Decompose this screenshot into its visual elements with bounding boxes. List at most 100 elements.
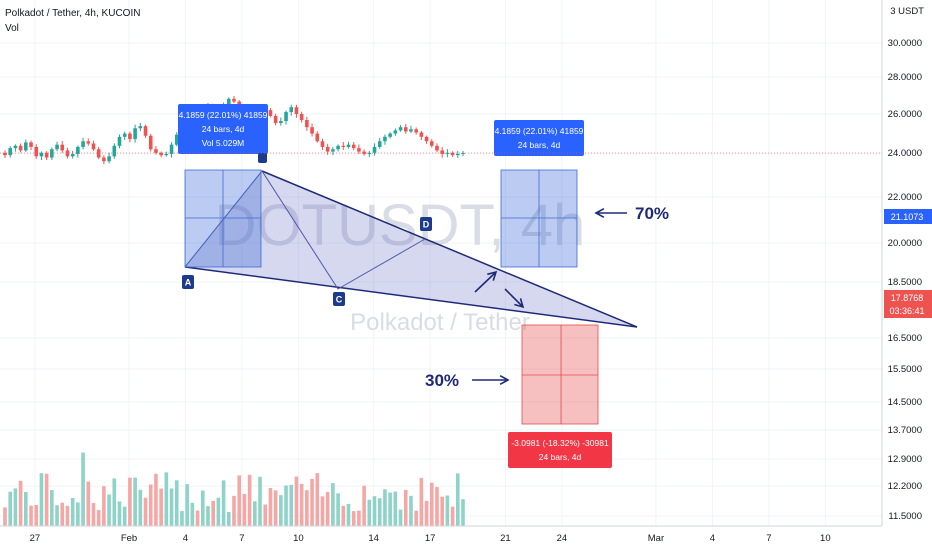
time-tick-label: 7 <box>239 533 244 544</box>
volume-bar <box>195 510 200 526</box>
volume-bar <box>122 506 127 526</box>
candle-body <box>44 152 49 158</box>
candle-body <box>55 144 59 150</box>
volume-bar <box>445 495 450 526</box>
volume-bar <box>294 476 299 526</box>
candle-body <box>65 150 70 157</box>
candle-body <box>289 107 294 113</box>
wave-path <box>184 170 426 290</box>
candle-body <box>315 133 320 142</box>
arrow-up <box>474 271 497 293</box>
volume-bar <box>143 497 148 526</box>
measure-label-1-text: 4.1859 (22.01%) 41859 <box>179 110 268 120</box>
price-tick-label: 26.0000 <box>888 109 922 120</box>
volume-bars <box>3 452 465 526</box>
measure-label-3-text: 24 bars, 4d <box>539 452 582 462</box>
price-badge-current-text: 17.8768 <box>891 293 924 303</box>
price-tick-label: 12.2000 <box>888 481 922 492</box>
volume-bar <box>39 473 44 526</box>
candle-body <box>34 146 39 157</box>
volume-bar <box>299 483 304 526</box>
volume-bar <box>310 478 314 526</box>
candle-body <box>102 157 106 162</box>
volume-bar <box>81 452 85 526</box>
volume-bar <box>336 493 340 526</box>
time-tick-label: Feb <box>121 533 137 544</box>
candle-body <box>357 148 361 152</box>
time-tick-label: 4 <box>710 533 715 544</box>
measure-box-3 <box>521 324 599 425</box>
price-tick-label: 30.0000 <box>888 38 922 49</box>
volume-bar <box>86 481 91 526</box>
price-tick-label: 12.9000 <box>888 454 922 465</box>
volume-bar <box>18 480 23 526</box>
measure-label-3-bg <box>508 432 612 468</box>
watermark: DOTUSDT, 4h Polkadot / Tether <box>215 193 586 336</box>
volume-bar <box>242 493 247 526</box>
volume-bar <box>60 502 65 526</box>
candle-body <box>367 152 372 154</box>
time-tick-label: 10 <box>293 533 304 544</box>
candle-body <box>133 128 137 140</box>
candle-body <box>232 98 236 102</box>
point-badge-text: A <box>185 278 192 288</box>
candle-body <box>81 141 85 147</box>
volume-bar <box>50 489 54 526</box>
volume-bar <box>419 477 424 526</box>
candle-body <box>164 153 169 156</box>
arrow-up-head <box>487 270 498 281</box>
candle-body <box>455 153 460 156</box>
price-badge-alt-text: 21.1073 <box>891 212 924 222</box>
candle-body <box>159 152 163 156</box>
time-tick-label: 17 <box>425 533 436 544</box>
volume-bar <box>362 485 366 526</box>
candle-body <box>377 141 382 147</box>
volume-bar <box>351 511 356 526</box>
volume-bar <box>346 503 351 526</box>
candle-body <box>3 152 7 156</box>
watermark-symbol: DOTUSDT, 4h <box>215 193 586 258</box>
volume-bar <box>154 473 158 526</box>
candle-body <box>122 133 127 137</box>
time-tick-label: 14 <box>368 533 379 544</box>
volume-bar <box>164 472 169 526</box>
point-badge-text: C <box>336 295 343 305</box>
volume-bar <box>268 487 273 526</box>
volume-bar <box>232 495 236 526</box>
candle-body <box>429 141 434 146</box>
candle-body <box>414 129 418 133</box>
price-tick-label: 14.5000 <box>888 397 922 408</box>
watermark-name: Polkadot / Tether <box>350 309 530 336</box>
candle-body <box>325 146 330 152</box>
volume-bar <box>383 489 387 526</box>
volume-bar <box>377 498 382 526</box>
candle-body <box>305 119 309 128</box>
volume-bar <box>279 495 283 526</box>
candle-body <box>336 145 340 150</box>
volume-bar <box>273 490 278 526</box>
candle-body <box>76 146 80 154</box>
measure-label-1-text: 24 bars, 4d <box>202 124 245 134</box>
volume-bar <box>221 480 226 526</box>
drawings[interactable]: 4.1859 (22.01%) 41859 24 bars, 4d Vol 5.02… <box>178 104 669 468</box>
volume-bar <box>424 500 429 526</box>
volume-bar <box>55 505 59 526</box>
price-badge-countdown: 03:36:41 <box>889 306 924 316</box>
volume-bar <box>13 488 18 526</box>
volume-bar <box>148 484 153 526</box>
price-axis[interactable]: 3 USDT 30.0000 28.0000 26.0000 24.0000 22.000… <box>0 0 932 526</box>
scenario-label-up: 70% <box>635 204 669 223</box>
volume-bar <box>138 489 143 526</box>
volume-bar <box>341 505 346 526</box>
volume-bar <box>159 488 163 526</box>
volume-bar <box>133 477 137 526</box>
point-badge-c <box>333 292 345 306</box>
volume-bar <box>414 510 418 526</box>
point-badge-text: D <box>423 220 430 230</box>
time-axis[interactable]: 27 Feb 4 7 10 14 17 21 24 Mar 4 7 10 <box>0 525 882 544</box>
volume-bar <box>190 502 195 526</box>
volume-bar <box>24 492 28 526</box>
volume-bar <box>65 505 70 526</box>
candle-body <box>60 144 65 151</box>
